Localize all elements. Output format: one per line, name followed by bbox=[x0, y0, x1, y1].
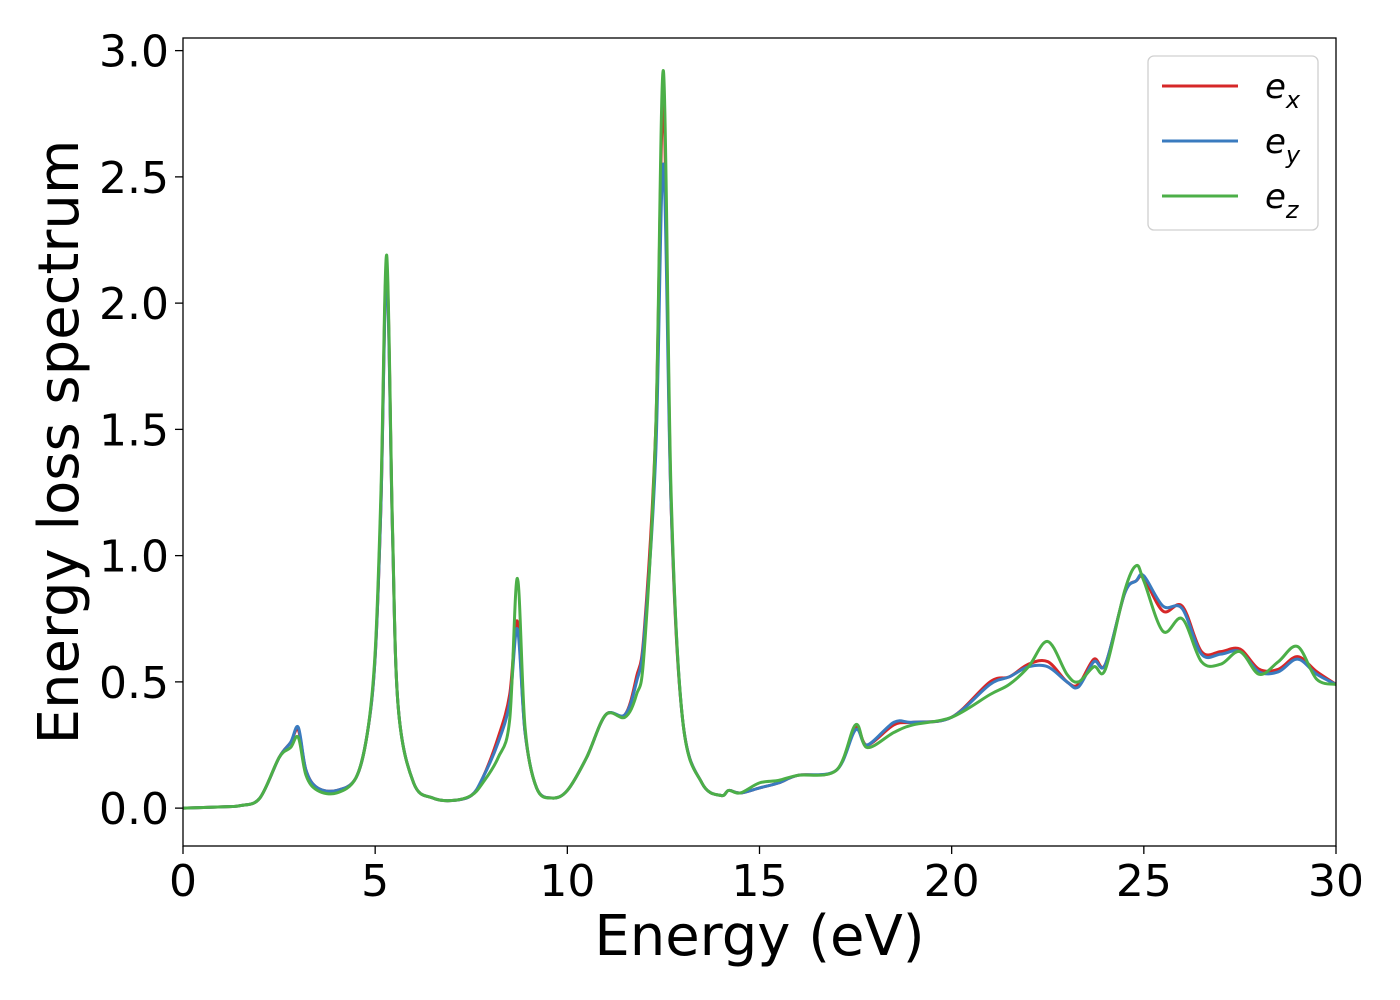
legend-box bbox=[1147, 55, 1319, 231]
legend-label-z: ez bbox=[1265, 177, 1300, 224]
legend-label-x: ex bbox=[1265, 67, 1301, 114]
y-tick-label: 1.5 bbox=[99, 405, 169, 456]
x-axis-title: Energy (eV) bbox=[594, 904, 924, 969]
x-tick-label: 20 bbox=[924, 856, 980, 907]
x-tick-label: 5 bbox=[361, 856, 389, 907]
y-tick-label: 0.0 bbox=[99, 784, 169, 835]
series-line-e-z bbox=[183, 69, 1336, 810]
x-tick-label: 15 bbox=[732, 856, 788, 907]
y-tick-label: 2.5 bbox=[99, 153, 169, 204]
y-tick-label: 2.0 bbox=[99, 279, 169, 330]
legend-label-y: ey bbox=[1265, 122, 1301, 169]
x-tick-label: 0 bbox=[169, 856, 197, 907]
y-axis-title: Energy loss spectrum bbox=[27, 140, 92, 745]
y-tick-label: 1.0 bbox=[99, 532, 169, 583]
x-tick-label: 30 bbox=[1308, 856, 1364, 907]
series-line-e-y bbox=[183, 162, 1336, 810]
x-tick-label: 10 bbox=[539, 856, 595, 907]
y-tick-label: 0.5 bbox=[99, 658, 169, 709]
y-tick-label: 3.0 bbox=[99, 27, 169, 78]
x-tick-label: 25 bbox=[1116, 856, 1172, 907]
